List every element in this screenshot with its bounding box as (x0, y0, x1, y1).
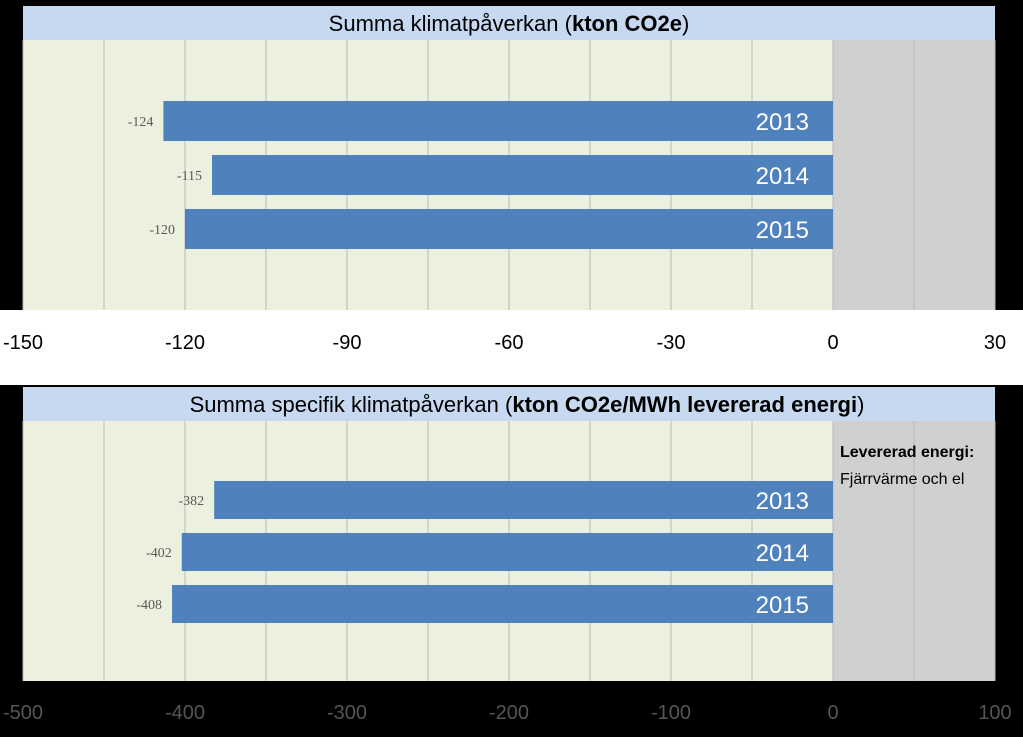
bar-category-label: 2014 (756, 163, 809, 190)
bar-2013 (163, 101, 833, 141)
bar-category-label: 2013 (756, 109, 809, 136)
bar-2015 (185, 209, 833, 249)
chart-title-prefix: Summa klimatpåverkan ( (329, 11, 573, 36)
x-tick-label: -500 (3, 702, 43, 724)
x-tick-label: -300 (327, 702, 367, 724)
x-axis-ticks: -150 -120 -90 -60 -30 0 30 (3, 332, 1006, 354)
x-tick-label: 30 (984, 332, 1006, 354)
x-tick-label: 0 (827, 332, 838, 354)
bar-data-label: -115 (177, 169, 202, 184)
x-tick-label: -120 (165, 332, 205, 354)
annotation-text: Fjärrvärme och el (840, 471, 964, 488)
chart-title: Summa specifik klimatpåverkan (kton CO2e… (190, 392, 865, 417)
x-tick-label: -90 (333, 332, 362, 354)
bar-2013 (214, 481, 833, 519)
chart-title-band (23, 387, 995, 421)
chart-title: Summa klimatpåverkan (kton CO2e) (329, 11, 690, 36)
x-tick-label: 100 (978, 702, 1011, 724)
bar-data-label: -120 (149, 223, 175, 238)
x-axis-band (0, 310, 1023, 385)
chart-panel-specifik-klimatpaverkan: Summa specifik klimatpåverkan (kton CO2e… (3, 387, 1012, 724)
bar-2015 (172, 585, 834, 623)
x-tick-label: -100 (651, 702, 691, 724)
bar-2014 (212, 155, 833, 195)
x-tick-label: -60 (495, 332, 524, 354)
chart-title-band (23, 6, 995, 40)
bar-data-label: -124 (128, 115, 154, 130)
bar-data-label: -382 (178, 494, 204, 509)
chart-title-suffix: ) (857, 392, 864, 417)
x-axis-ticks: -500 -400 -300 -200 -100 0 100 (3, 702, 1012, 724)
x-tick-label: -30 (657, 332, 686, 354)
chart-title-prefix: Summa specifik klimatpåverkan ( (190, 392, 513, 417)
bar-series: 2013 -124 2014 -115 2015 -120 (128, 101, 833, 249)
chart-title-unit: kton CO2e/MWh levererad energi (512, 392, 857, 417)
chart-title-suffix: ) (682, 11, 689, 36)
bar-category-label: 2014 (756, 540, 809, 567)
annotation-title: Levererad energi: (840, 444, 974, 461)
bar-category-label: 2015 (756, 592, 809, 619)
x-tick-label: 0 (827, 702, 838, 724)
x-tick-label: -150 (3, 332, 43, 354)
bar-data-label: -402 (146, 546, 172, 561)
bar-2014 (181, 533, 833, 571)
chart-panel-klimatpaverkan: Summa klimatpåverkan (kton CO2e) -150 -12… (0, 6, 1023, 385)
chart-title-unit: kton CO2e (572, 11, 682, 36)
bar-category-label: 2013 (756, 488, 809, 515)
x-tick-label: -400 (165, 702, 205, 724)
bar-series: 2013 -382 2014 -402 2015 -408 (136, 481, 834, 623)
x-tick-label: -200 (489, 702, 529, 724)
bar-category-label: 2015 (756, 217, 809, 244)
bar-data-label: -408 (136, 598, 162, 613)
